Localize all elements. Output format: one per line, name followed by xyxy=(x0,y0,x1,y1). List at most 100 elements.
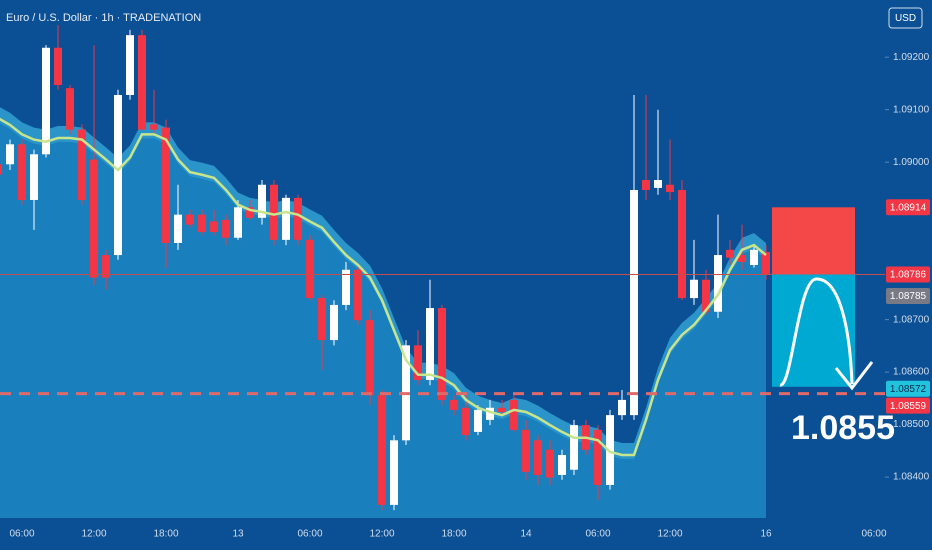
target-label: 1.0855 xyxy=(791,409,895,447)
candle-layer xyxy=(0,25,770,511)
y-tick-label: 1.08500 xyxy=(893,419,930,430)
candle-body xyxy=(558,455,566,475)
y-tick-label: 1.08700 xyxy=(893,314,930,325)
overlay-layer: 1.0855 1.08914 1.08786 1.08785 1.08572 1.0855… xyxy=(0,199,930,447)
x-tick-label: 06:00 xyxy=(861,529,886,540)
candle-body xyxy=(306,239,314,299)
price-tag xyxy=(886,266,930,283)
candle-body xyxy=(750,249,758,266)
candle-body xyxy=(174,214,182,243)
candle-body xyxy=(678,189,686,299)
price-tag xyxy=(886,288,930,305)
candle-body xyxy=(630,189,638,416)
candle-body xyxy=(18,144,26,200)
x-tick-label: 16 xyxy=(760,529,772,540)
candle-body xyxy=(474,409,482,432)
candle-body xyxy=(6,144,14,165)
x-tick-label: 12:00 xyxy=(657,529,682,540)
currency-button[interactable] xyxy=(888,7,923,29)
x-tick-label: 18:00 xyxy=(153,529,178,540)
candle-body xyxy=(90,159,98,278)
candle-body xyxy=(714,255,722,312)
x-tick-label: 14 xyxy=(520,529,532,540)
candle-body xyxy=(438,308,446,400)
stop-zone xyxy=(772,207,855,275)
projection-curve xyxy=(778,277,854,387)
candle-body xyxy=(42,47,50,155)
x-tick-label: 18:00 xyxy=(441,529,466,540)
candle-body xyxy=(162,127,170,243)
candle-body xyxy=(282,197,290,240)
candle-body xyxy=(126,35,134,95)
candle-body xyxy=(102,255,110,278)
candle-body xyxy=(0,164,2,175)
candle-body xyxy=(222,219,230,238)
candle-body xyxy=(270,184,278,240)
profit-zone xyxy=(772,274,855,387)
candle-body xyxy=(666,184,674,193)
y-tick-label: 1.09100 xyxy=(893,104,930,115)
candle-body xyxy=(426,308,434,380)
candle-body xyxy=(414,345,422,380)
candle-body xyxy=(114,94,122,256)
candle-body xyxy=(258,184,266,218)
x-tick-label: 12:00 xyxy=(369,529,394,540)
price-tag xyxy=(886,199,930,216)
price-tag xyxy=(886,397,930,414)
candle-body xyxy=(54,47,62,86)
grid-layer xyxy=(885,56,889,478)
trend-line xyxy=(0,117,767,457)
price-tag-label: 1.08785 xyxy=(890,291,927,302)
x-tick-label: 12:00 xyxy=(81,529,106,540)
price-tag-label: 1.08559 xyxy=(890,401,927,412)
trend-area xyxy=(0,107,766,518)
currency-button-label[interactable]: USD xyxy=(895,13,916,24)
price-tag-label: 1.08786 xyxy=(890,270,927,281)
candle-body xyxy=(498,407,506,412)
candle-body xyxy=(570,425,578,470)
candle-body xyxy=(294,197,302,240)
candle-body xyxy=(342,269,350,305)
candle-body xyxy=(654,180,662,188)
candle-body xyxy=(510,399,518,430)
candle-body xyxy=(594,429,602,485)
candle-body xyxy=(78,129,86,200)
candle-body xyxy=(486,407,494,420)
candle-body xyxy=(186,214,194,225)
candle-body xyxy=(702,279,710,312)
candle-body xyxy=(198,214,206,232)
y-tick-label: 1.09200 xyxy=(893,52,930,63)
candle-body xyxy=(618,399,626,416)
x-tick-label: 13 xyxy=(232,529,244,540)
candle-body xyxy=(366,320,374,396)
candle-body xyxy=(66,88,74,130)
projection-arrow xyxy=(834,361,874,391)
candle-body xyxy=(246,207,254,218)
candle-body xyxy=(234,207,242,238)
candle-body xyxy=(546,449,554,478)
y-tick-label: 1.08400 xyxy=(893,472,930,483)
candle-body xyxy=(378,395,386,505)
x-tick-label: 06:00 xyxy=(9,529,34,540)
candle-body xyxy=(138,35,146,130)
candle-body xyxy=(318,298,326,341)
y-tick-label: 1.09000 xyxy=(893,157,930,168)
price-tag xyxy=(886,380,930,397)
x-tick-label: 06:00 xyxy=(297,529,322,540)
candle-body xyxy=(354,269,362,321)
trend-band xyxy=(0,107,766,460)
candle-body xyxy=(522,429,530,472)
x-tick-label: 06:00 xyxy=(585,529,610,540)
price-tag-label: 1.08914 xyxy=(890,202,927,213)
area-layer xyxy=(0,107,766,518)
candle-body xyxy=(30,154,38,200)
candle-body xyxy=(738,255,746,262)
candle-body xyxy=(690,279,698,299)
y-tick-label: 1.08600 xyxy=(893,367,930,378)
candle-body xyxy=(450,399,458,410)
chart-title: Euro / U.S. Dollar · 1h · TRADENATION xyxy=(6,12,201,24)
candle-body xyxy=(462,407,470,436)
candle-body xyxy=(210,221,218,232)
